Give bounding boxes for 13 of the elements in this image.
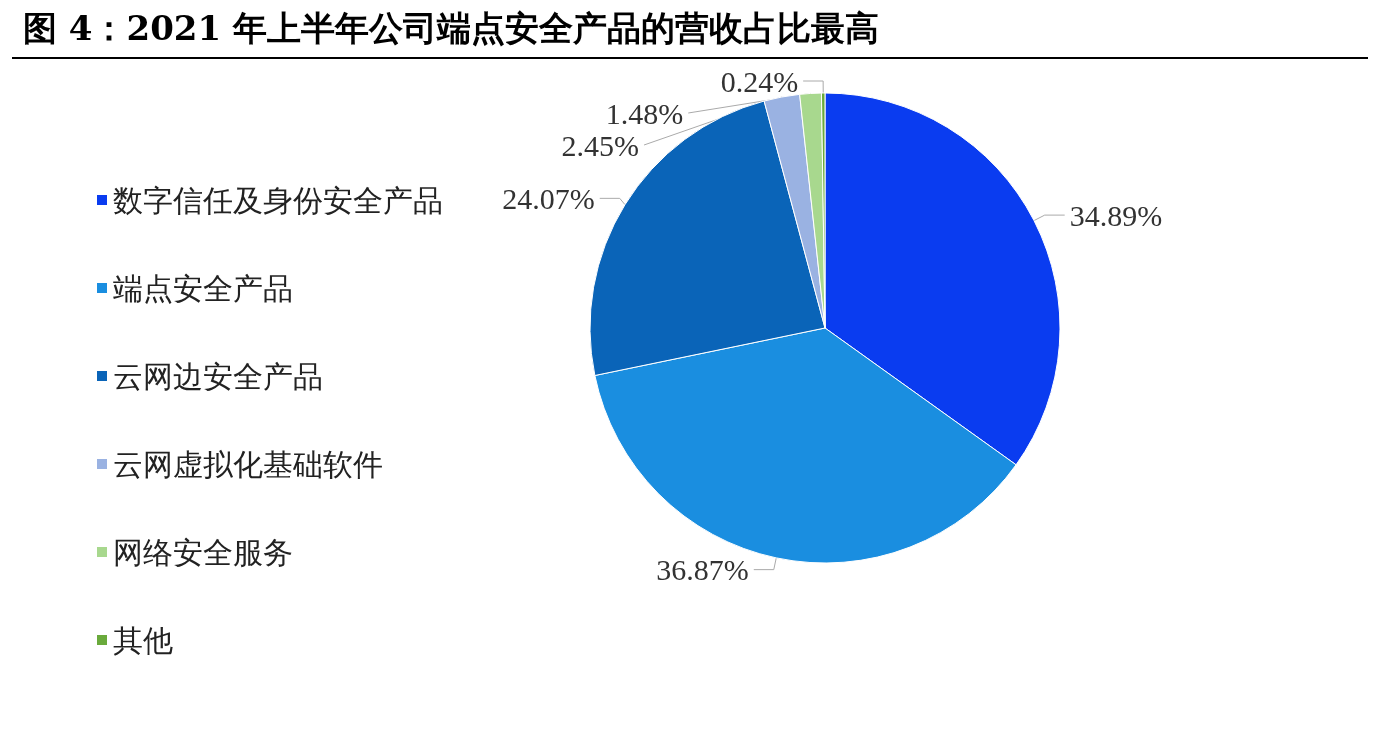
data-label: 0.24% [720, 64, 799, 98]
data-label: 36.87% [656, 553, 749, 587]
data-label: 2.45% [561, 128, 640, 162]
legend-label: 云网虚拟化基础软件 [113, 446, 383, 482]
legend-label: 网络安全服务 [113, 534, 293, 570]
data-label: 24.07% [502, 181, 595, 215]
legend-label: 其他 [113, 622, 173, 658]
data-label: 34.89% [1069, 198, 1163, 232]
legend-label: 云网边安全产品 [113, 358, 323, 394]
legend-label: 端点安全产品 [113, 270, 293, 306]
data-label: 1.48% [605, 96, 684, 130]
chart-title: 图 4：2021 年上半年公司端点安全产品的营收占比最高 [23, 8, 879, 48]
legend-label: 数字信任及身份安全产品 [113, 182, 443, 218]
